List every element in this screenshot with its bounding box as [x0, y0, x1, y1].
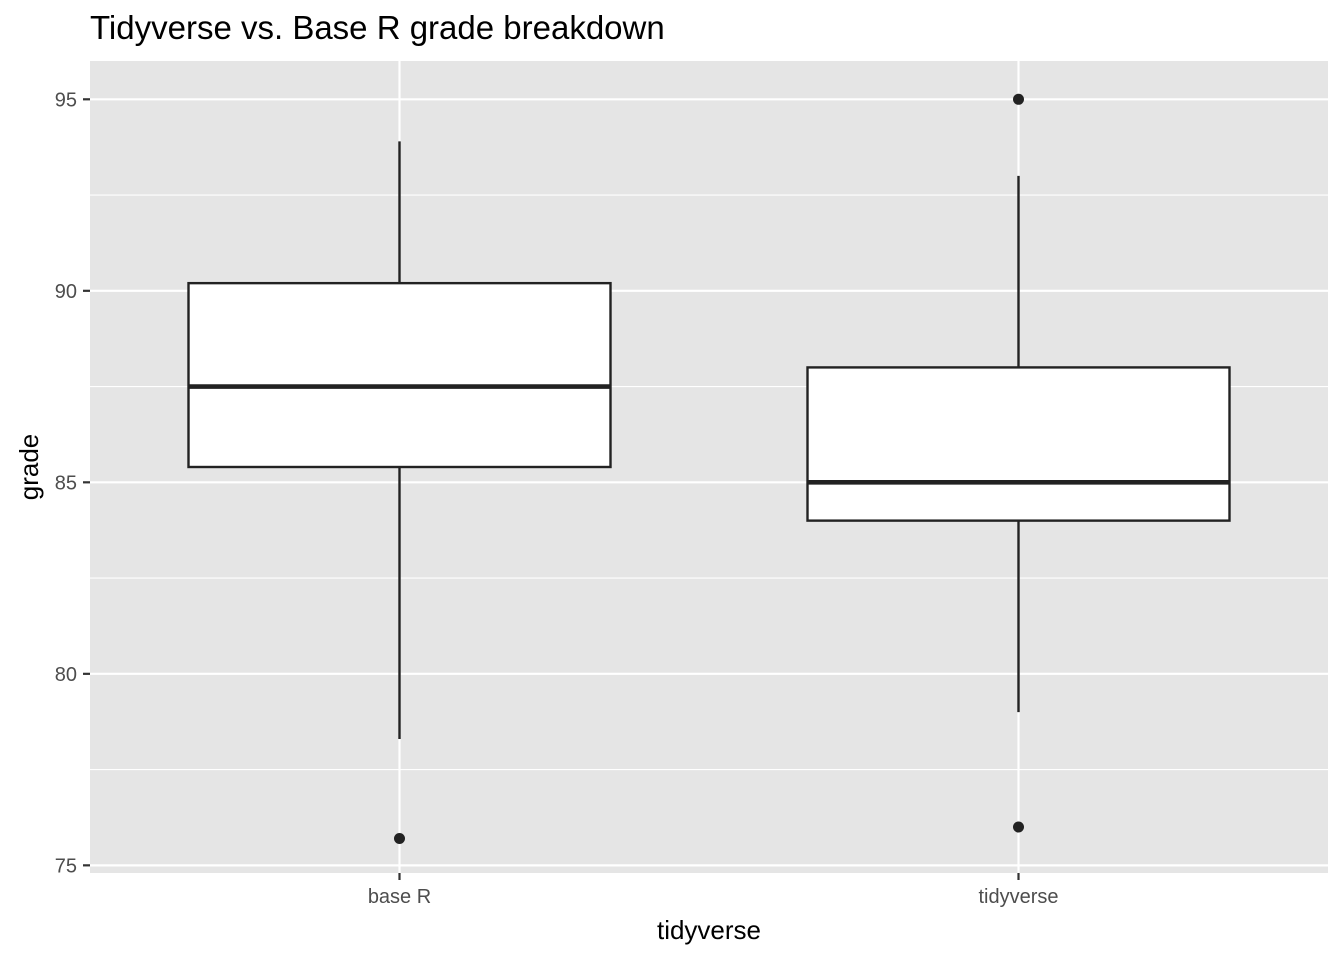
outlier-point	[1013, 821, 1024, 833]
boxes-layer	[187, 93, 1231, 845]
y-axis: 75 80 85 90 95	[55, 89, 90, 877]
y-axis-title: grade	[14, 434, 44, 501]
y-tick-label: 80	[55, 664, 77, 686]
chart-title: Tidyverse vs. Base R grade breakdown	[90, 9, 665, 46]
x-axis-title: tidyverse	[657, 915, 761, 945]
x-tick-label: base R	[368, 886, 431, 908]
x-tick-label: tidyverse	[978, 886, 1058, 908]
box-group	[806, 93, 1231, 833]
y-tick-label: 85	[55, 472, 77, 494]
outlier-point	[1013, 93, 1024, 105]
outlier-point	[394, 833, 405, 845]
y-tick-label: 95	[55, 89, 77, 111]
x-axis: base R tidyverse	[368, 873, 1059, 908]
y-tick-label: 90	[55, 281, 77, 303]
box-group	[187, 141, 612, 845]
iqr-box	[187, 281, 612, 469]
y-tick-label: 75	[55, 855, 77, 877]
iqr-box	[806, 366, 1231, 522]
